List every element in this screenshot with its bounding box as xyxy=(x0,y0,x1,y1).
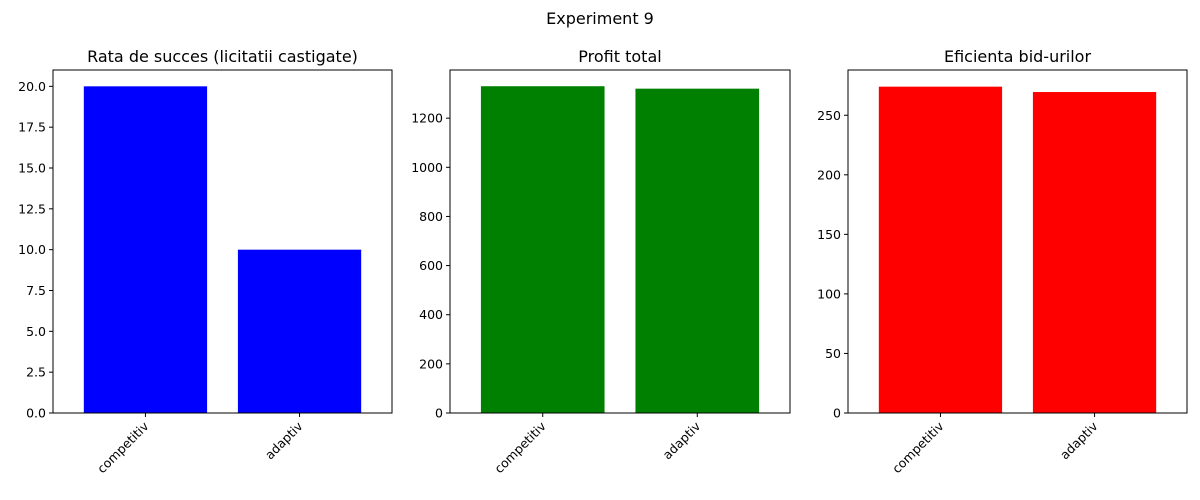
y-tick-label: 800 xyxy=(419,209,443,224)
y-tick-label: 100 xyxy=(817,286,841,301)
x-tick-label-adaptiv: adaptiv xyxy=(660,418,704,462)
chart-panel-1: Rata de succes (licitatii castigate) 0.0 2… xyxy=(18,47,393,476)
bar-adaptiv xyxy=(635,88,760,414)
x-tick-label-competitiv: competitiv xyxy=(889,418,947,476)
plot-frame xyxy=(449,69,791,414)
plot-frame xyxy=(52,69,393,414)
bar-competitiv xyxy=(480,86,605,413)
y-tick-label: 15.0 xyxy=(18,161,46,176)
bar-competitiv xyxy=(83,86,208,413)
y-tick-label: 50 xyxy=(825,346,841,361)
y-tick-label: 150 xyxy=(817,227,841,242)
x-tick-label-adaptiv: adaptiv xyxy=(1057,418,1101,462)
y-tick-label: 1200 xyxy=(411,111,443,126)
y-tick-label: 200 xyxy=(419,356,443,371)
y-tick-label: 17.5 xyxy=(18,120,46,135)
y-tick-label: 12.5 xyxy=(18,201,46,216)
y-tick-label: 600 xyxy=(419,258,443,273)
plot-frame xyxy=(847,69,1188,414)
y-tick-label: 7.5 xyxy=(26,283,46,298)
figure-suptitle: Experiment 9 xyxy=(546,9,654,28)
y-tick-label: 0.0 xyxy=(26,406,46,421)
chart-title: Rata de succes (licitatii castigate) xyxy=(87,47,358,66)
y-tick-label: 10.0 xyxy=(18,242,46,257)
x-tick-label-competitiv: competitiv xyxy=(491,418,549,476)
chart-panel-3: Eficienta bid-urilor 0 50 100 150 200 250 compe… xyxy=(817,47,1188,476)
y-tick-label: 0 xyxy=(833,406,841,421)
y-tick-label: 20.0 xyxy=(18,79,46,94)
y-tick-label: 1000 xyxy=(411,160,443,175)
bar-adaptiv xyxy=(1032,92,1157,413)
y-tick-label: 5.0 xyxy=(26,324,46,339)
chart-panels: Rata de succes (licitatii castigate) 0.0 2… xyxy=(18,47,1188,476)
y-tick-label: 200 xyxy=(817,167,841,182)
chart-title: Eficienta bid-urilor xyxy=(944,47,1092,66)
y-tick-label: 2.5 xyxy=(26,365,46,380)
x-tick-label-competitiv: competitiv xyxy=(94,418,152,476)
chart-title: Profit total xyxy=(578,47,661,66)
y-tick-label: 400 xyxy=(419,307,443,322)
bar-adaptiv xyxy=(237,249,362,413)
bar-competitiv xyxy=(878,86,1003,414)
y-tick-label: 0 xyxy=(435,406,443,421)
y-tick-label: 250 xyxy=(817,108,841,123)
x-tick-label-adaptiv: adaptiv xyxy=(262,418,306,462)
chart-panel-2: Profit total 0 200 400 600 800 1000 1200 competi… xyxy=(411,47,791,476)
